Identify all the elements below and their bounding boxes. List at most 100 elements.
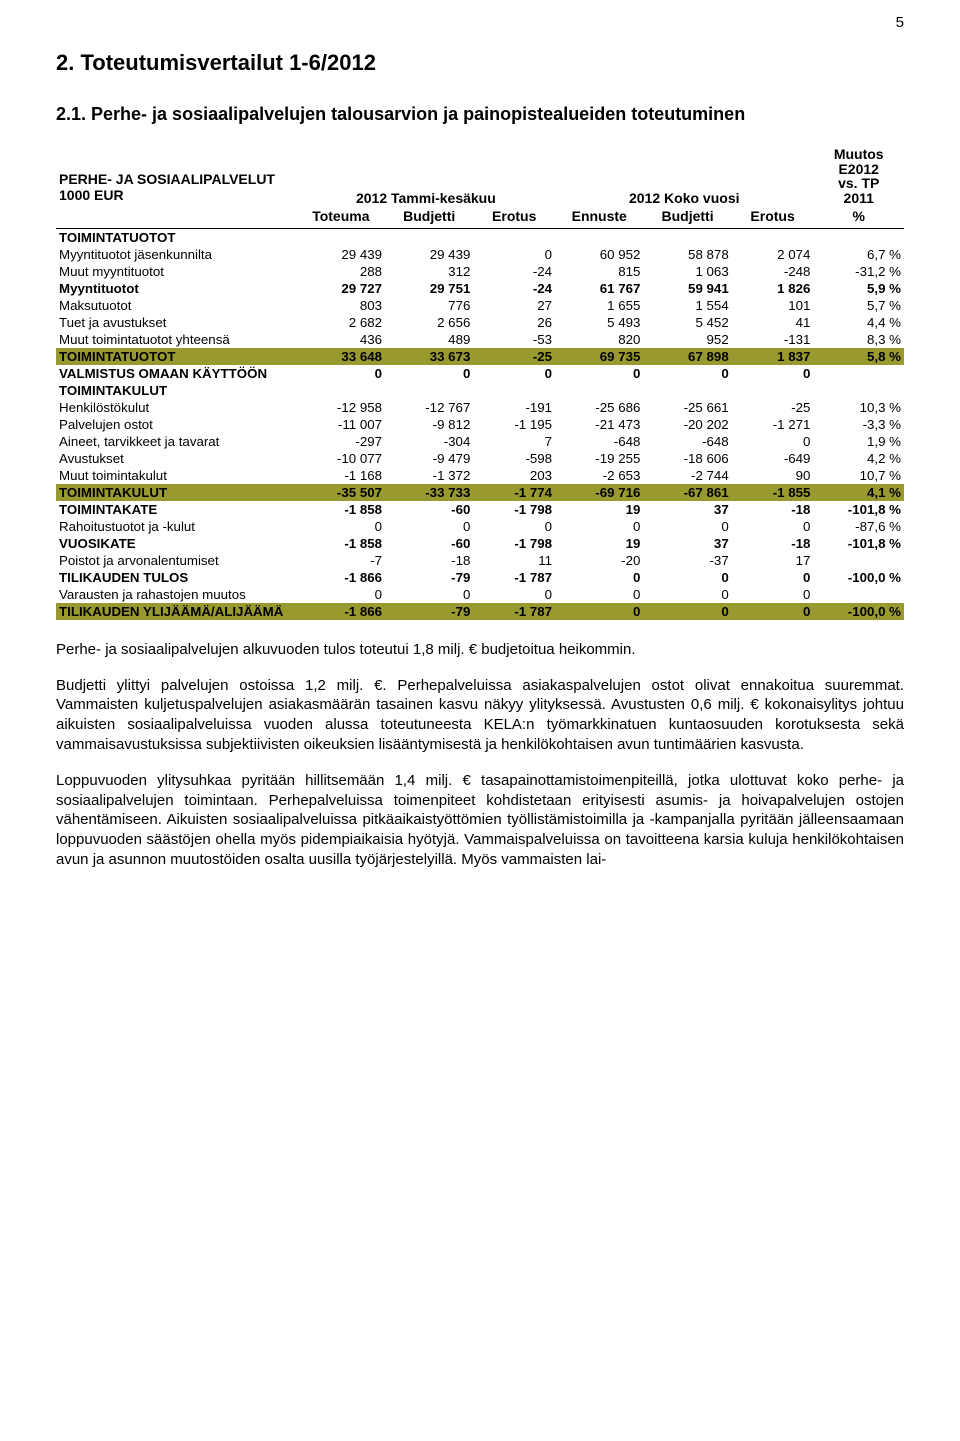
row-value: -18 <box>732 535 814 552</box>
row-value: 10,7 % <box>813 467 904 484</box>
row-value: -248 <box>732 263 814 280</box>
row-value <box>385 228 473 246</box>
row-value: -101,8 % <box>813 501 904 518</box>
row-value: -191 <box>473 399 555 416</box>
heading-2: 2.1. Perhe- ja sosiaalipalvelujen talous… <box>56 104 904 125</box>
row-value: 5,8 % <box>813 348 904 365</box>
row-label: Muut toimintakulut <box>56 467 297 484</box>
heading-1: 2. Toteutumisvertailut 1-6/2012 <box>56 50 904 76</box>
row-value: 17 <box>732 552 814 569</box>
row-value <box>813 586 904 603</box>
row-value: -1 858 <box>297 501 385 518</box>
row-value <box>555 228 643 246</box>
col-header: Budjetti <box>385 207 473 229</box>
row-value: 0 <box>555 569 643 586</box>
row-label: Muut toimintatuotot yhteensä <box>56 331 297 348</box>
row-label: TOIMINTAKATE <box>56 501 297 518</box>
row-label: TOIMINTAKULUT <box>56 484 297 501</box>
row-value: 27 <box>473 297 555 314</box>
row-label: TILIKAUDEN TULOS <box>56 569 297 586</box>
row-value: 2 074 <box>732 246 814 263</box>
row-value: 2 656 <box>385 314 473 331</box>
row-value: -297 <box>297 433 385 450</box>
row-value: -25 686 <box>555 399 643 416</box>
row-value: 0 <box>385 586 473 603</box>
row-value: -1 195 <box>473 416 555 433</box>
row-value: -60 <box>385 535 473 552</box>
row-value: -21 473 <box>555 416 643 433</box>
row-value: -24 <box>473 263 555 280</box>
row-label: Tuet ja avustukset <box>56 314 297 331</box>
row-label: Maksutuotot <box>56 297 297 314</box>
row-label: VUOSIKATE <box>56 535 297 552</box>
page-number: 5 <box>896 14 904 31</box>
row-value: 26 <box>473 314 555 331</box>
row-value: 4,1 % <box>813 484 904 501</box>
row-label: VALMISTUS OMAAN KÄYTTÖÖN <box>56 365 297 382</box>
row-value: -101,8 % <box>813 535 904 552</box>
row-value: -1 787 <box>473 603 555 620</box>
row-value: 0 <box>732 518 814 535</box>
row-value: -648 <box>643 433 731 450</box>
row-value: -53 <box>473 331 555 348</box>
row-value <box>473 228 555 246</box>
row-value: 7 <box>473 433 555 450</box>
row-label: TOIMINTAKULUT <box>56 382 297 399</box>
row-label: TOIMINTATUOTOT <box>56 228 297 246</box>
row-value: -25 <box>732 399 814 416</box>
row-value: 436 <box>297 331 385 348</box>
row-value: -19 255 <box>555 450 643 467</box>
row-value: 29 439 <box>385 246 473 263</box>
row-value: 0 <box>643 603 731 620</box>
row-value: -60 <box>385 501 473 518</box>
row-value: 0 <box>385 518 473 535</box>
row-value: 4,2 % <box>813 450 904 467</box>
row-value: 60 952 <box>555 246 643 263</box>
row-value: 952 <box>643 331 731 348</box>
row-value: -100,0 % <box>813 569 904 586</box>
row-value: -648 <box>555 433 643 450</box>
row-value: 90 <box>732 467 814 484</box>
row-value: -9 479 <box>385 450 473 467</box>
row-value: -1 855 <box>732 484 814 501</box>
row-value: 0 <box>297 586 385 603</box>
row-value: 0 <box>385 365 473 382</box>
row-label: Palvelujen ostot <box>56 416 297 433</box>
col-group-1: 2012 Tammi-kesäkuu <box>297 141 555 207</box>
row-value: 0 <box>473 586 555 603</box>
row-value: -1 787 <box>473 569 555 586</box>
row-label: Muut myyntituotot <box>56 263 297 280</box>
row-value <box>297 382 385 399</box>
row-label: Myyntituotot jäsenkunnilta <box>56 246 297 263</box>
row-value: 0 <box>643 569 731 586</box>
row-value: -20 <box>555 552 643 569</box>
row-value <box>473 382 555 399</box>
row-value: 0 <box>555 365 643 382</box>
row-value: -1 372 <box>385 467 473 484</box>
row-label: Avustukset <box>56 450 297 467</box>
row-value: 6,7 % <box>813 246 904 263</box>
row-label: TILIKAUDEN YLIJÄÄMÄ/ALIJÄÄMÄ <box>56 603 297 620</box>
row-value: -12 958 <box>297 399 385 416</box>
row-value: -10 077 <box>297 450 385 467</box>
row-value <box>297 228 385 246</box>
row-value: 0 <box>732 365 814 382</box>
row-value: 29 751 <box>385 280 473 297</box>
row-value: 0 <box>643 365 731 382</box>
col-header: Budjetti <box>643 207 731 229</box>
row-value <box>732 228 814 246</box>
paragraph: Budjetti ylittyi palvelujen ostoissa 1,2… <box>56 676 904 755</box>
row-value: -25 661 <box>643 399 731 416</box>
row-value: -18 <box>732 501 814 518</box>
row-value: 11 <box>473 552 555 569</box>
row-value: -79 <box>385 569 473 586</box>
row-value: 19 <box>555 535 643 552</box>
row-value: 1 826 <box>732 280 814 297</box>
row-value <box>555 382 643 399</box>
row-value: 58 878 <box>643 246 731 263</box>
row-value: 203 <box>473 467 555 484</box>
row-value: 803 <box>297 297 385 314</box>
row-value: 0 <box>473 365 555 382</box>
row-value: -35 507 <box>297 484 385 501</box>
row-value: 67 898 <box>643 348 731 365</box>
